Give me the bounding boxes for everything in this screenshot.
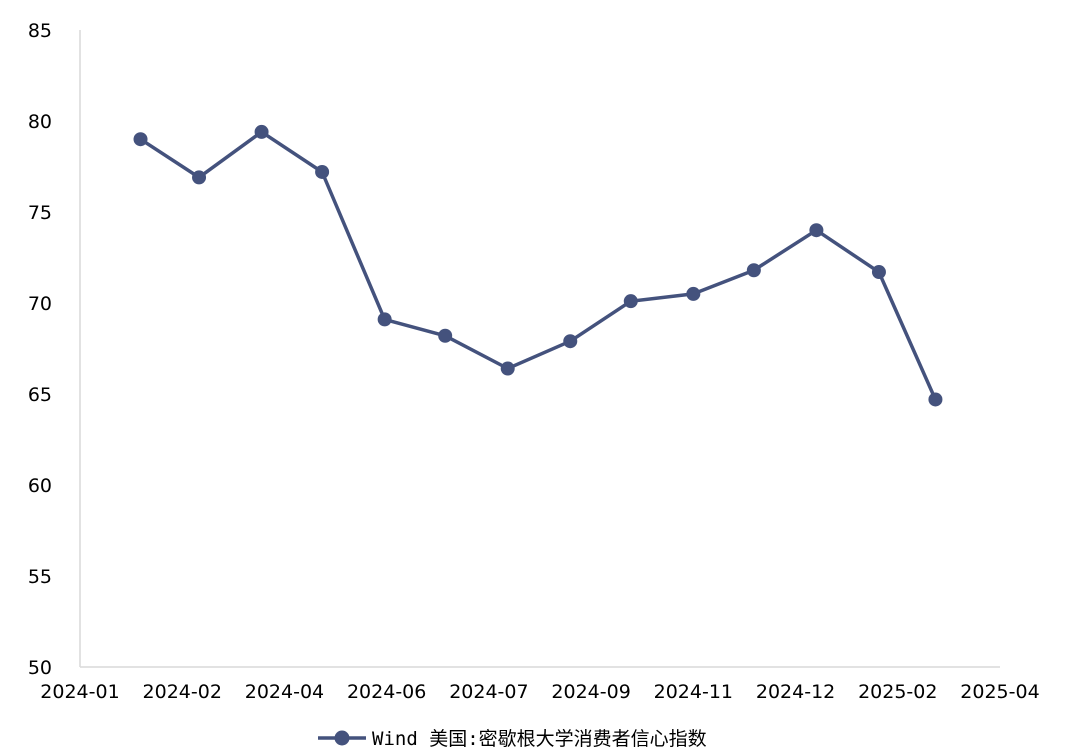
y-tick-label: 65 xyxy=(28,384,52,406)
series-points-layer xyxy=(133,124,943,407)
data-point xyxy=(254,124,269,139)
data-point xyxy=(438,328,453,343)
data-point xyxy=(192,170,207,185)
axes xyxy=(79,30,1000,668)
legend: Wind 美国:密歇根大学消费者信心指数 xyxy=(318,728,707,750)
x-tick-label: 2024-01 xyxy=(40,681,119,703)
x-tick-label: 2024-11 xyxy=(654,681,733,703)
legend-label: Wind 美国:密歇根大学消费者信心指数 xyxy=(372,728,707,750)
y-tick-label: 55 xyxy=(28,566,52,588)
legend-marker xyxy=(334,730,350,746)
data-point xyxy=(377,312,392,327)
x-tick-label: 2024-12 xyxy=(756,681,835,703)
y-tick-label: 85 xyxy=(28,20,52,42)
series-line xyxy=(139,130,937,401)
y-tick-label: 50 xyxy=(28,657,52,679)
data-point xyxy=(871,265,886,280)
y-tick-label: 60 xyxy=(28,475,52,497)
data-point xyxy=(133,132,148,147)
data-point xyxy=(315,164,330,179)
data-point xyxy=(563,334,578,349)
x-tick-labels: 2024-01 2024-02 2024-04 2024-06 2024-07 2024-… xyxy=(40,681,1039,703)
x-tick-label: 2024-07 xyxy=(449,681,528,703)
x-tick-label: 2024-09 xyxy=(551,681,630,703)
data-point xyxy=(746,263,761,278)
series-line-layer xyxy=(139,130,937,401)
y-tick-label: 80 xyxy=(28,111,52,133)
x-tick-label: 2025-02 xyxy=(858,681,937,703)
x-tick-label: 2024-02 xyxy=(143,681,222,703)
data-point xyxy=(686,286,701,301)
x-tick-label: 2024-06 xyxy=(347,681,426,703)
data-point xyxy=(928,392,943,407)
data-point xyxy=(500,361,515,376)
data-point xyxy=(623,294,638,309)
y-tick-labels: 50 55 60 65 70 75 80 85 xyxy=(28,20,52,679)
x-tick-label: 2024-04 xyxy=(245,681,324,703)
x-tick-label: 2025-04 xyxy=(960,681,1039,703)
y-tick-label: 75 xyxy=(28,202,52,224)
data-point xyxy=(809,223,824,238)
y-tick-label: 70 xyxy=(28,293,52,315)
